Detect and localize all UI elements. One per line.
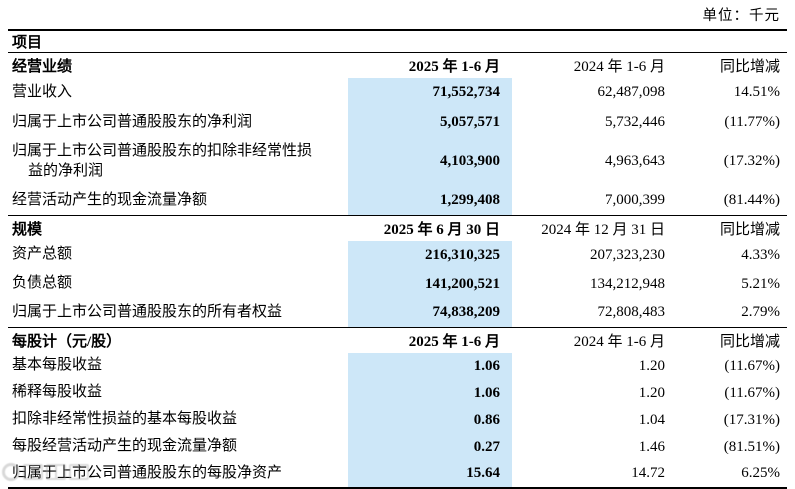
col-header-current: 2025 年 1-6 月 [408,58,500,75]
section-title: 经营业绩 [12,58,73,75]
value-2024: 134,212,948 [590,275,665,292]
section-header-row: 每股计（元/股） 2025 年 1-6 月 2024 年 1-6 月 同比增减 [8,327,788,353]
col-header-yoy: 同比增减 [720,58,781,75]
value-2024: 4,963,643 [605,153,665,169]
section-header-row: 经营业绩 2025 年 1-6 月 2024 年 1-6 月 同比增减 [8,53,787,78]
value-2025: 1.06 [348,379,512,407]
unit-label: 单位：千元 [702,8,780,24]
table-row: 基本每股收益 1.06 1.20 (11.67%) [8,352,787,380]
value-2025: 71,552,734 [348,77,512,108]
value-2024: 1.04 [638,411,665,428]
value-2024: 207,323,230 [590,246,665,263]
table-row: 资产总额 216,310,325 207,323,230 4.33% [8,240,787,270]
value-yoy: (11.67%) [724,384,781,401]
value-2025: 141,200,521 [348,269,512,299]
col-header-yoy: 同比增减 [720,221,781,238]
table-row: 归属于上市公司普通股股东的每股净资产 15.64 14.72 6.25% [8,460,787,488]
value-2025: 1,299,408 [348,185,512,216]
value-2025: 0.27 [348,433,512,461]
row-label: 稀释每股收益 [12,384,103,401]
col-header-previous: 2024 年 1-6 月 [573,333,665,350]
row-label: 资产总额 [12,246,73,263]
row-label: 负债总额 [12,275,73,292]
value-2024: 72,808,483 [597,304,666,321]
row-label: 扣除非经常性损益的基本每股收益 [12,411,238,428]
value-yoy: (11.77%) [724,114,781,130]
value-2024: 62,487,098 [597,84,666,100]
table-row: 每股经营活动产生的现金流量净额 0.27 1.46 (81.51%) [8,433,787,461]
items-header: 项目 [12,35,43,51]
value-2024: 1.20 [638,357,665,374]
table-row: 营业收入 71,552,734 62,487,098 14.51% [8,77,787,108]
col-header-current: 2025 年 1-6 月 [408,333,500,350]
row-label: 归属于上市公司普通股股东的净利润 [12,113,253,130]
value-yoy: (11.67%) [724,357,781,374]
value-yoy: (81.51%) [723,438,781,455]
value-2024: 14.72 [631,465,665,481]
row-label: 每股经营活动产生的现金流量净额 [12,438,238,455]
col-header-previous: 2024 年 12 月 31 日 [541,221,665,238]
section-header-row: 规模 2025 年 6 月 30 日 2024 年 12 月 31 日 同比增减 [8,215,788,241]
value-2024: 1.46 [638,438,665,455]
row-label: 归属于上市公司普通股股东的每股净资产 [12,464,283,481]
row-label: 基本每股收益 [12,357,103,374]
value-2024: 7,000,399 [605,191,665,208]
items-header-row: 项目 [8,30,788,53]
col-header-previous: 2024 年 1-6 月 [573,58,665,75]
value-2025: 1.06 [348,352,512,380]
table-row: 归属于上市公司普通股股东的净利润 5,057,571 5,732,446 (11… [8,107,787,138]
value-2024: 5,732,446 [605,114,665,130]
section-title: 每股计（元/股） [12,333,122,350]
col-header-current: 2025 年 6 月 30 日 [383,221,500,238]
table-row: 归属于上市公司普通股股东的扣除非经常性损益的净利润 4,103,900 4,96… [8,137,787,186]
row-label: 经营活动产生的现金流量净额 [12,191,208,208]
value-yoy: 5.21% [741,275,781,292]
col-header-yoy: 同比增减 [720,333,781,350]
row-label: 归属于上市公司普通股股东的所有者权益 [12,304,283,320]
value-2024: 1.20 [638,384,665,401]
table-row: 经营活动产生的现金流量净额 1,299,408 7,000,399 (81.44… [8,185,787,216]
value-yoy: (17.31%) [723,411,781,428]
table-row: 扣除非经常性损益的基本每股收益 0.86 1.04 (17.31%) [8,406,787,434]
table-row: 归属于上市公司普通股股东的所有者权益 74,838,209 72,808,483… [8,298,787,328]
value-2025: 0.86 [348,406,512,434]
value-yoy: (81.44%) [723,191,781,208]
value-yoy: 6.25% [741,465,781,481]
table-row: 负债总额 141,200,521 134,212,948 5.21% [8,269,787,299]
table-row: 稀释每股收益 1.06 1.20 (11.67%) [8,379,787,407]
value-2025: 216,310,325 [348,240,512,270]
section-title: 规模 [12,221,43,238]
row-label: 营业收入 [12,83,73,100]
value-yoy: 2.79% [741,304,781,321]
value-yoy: 14.51% [733,84,781,100]
value-yoy: 4.33% [741,246,781,263]
financial-summary-table: 项目 经营业绩 2025 年 1-6 月 2024 年 1-6 月 同比增减 营… [8,29,788,489]
value-2025: 74,838,209 [348,298,512,328]
value-2025: 5,057,571 [348,107,512,138]
value-yoy: (17.32%) [723,153,781,169]
value-2025: 15.64 [348,460,512,488]
row-label: 归属于上市公司普通股股东的扣除非经常性损益的净利润 [12,143,313,179]
value-2025: 4,103,900 [348,137,512,186]
